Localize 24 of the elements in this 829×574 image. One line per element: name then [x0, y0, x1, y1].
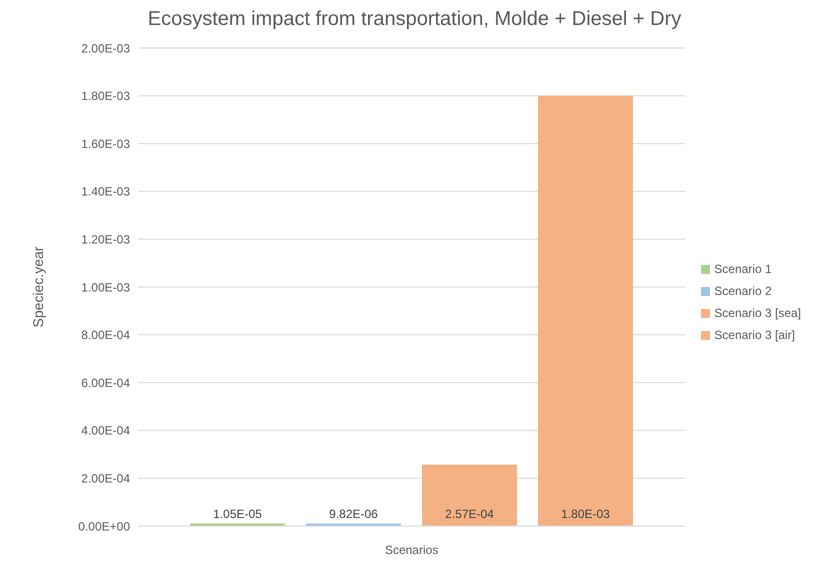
y-tick-label: 2.00E-04 [81, 471, 130, 486]
y-tick-label: 1.00E-03 [81, 280, 130, 294]
chart-title: Ecosystem impact from transportation, Molde + Diesel + Dry [146, 8, 682, 32]
y-tick-label: 8.00E-04 [81, 328, 130, 342]
legend-label: Scenario 3 [air] [714, 328, 795, 342]
y-tick-label: 1.80E-03 [81, 89, 130, 104]
bar [422, 464, 517, 526]
data-label: 1.80E-03 [561, 507, 610, 521]
y-tick-label: 1.20E-03 [81, 232, 130, 246]
y-tick-label: 2.00E-03 [81, 41, 130, 56]
legend-label: Scenario 2 [714, 284, 772, 298]
x-axis-title: Scenarios [384, 543, 438, 557]
y-tick-label: 1.60E-03 [81, 136, 130, 151]
y-tick-label: 0.00E+00 [78, 519, 130, 534]
bar [538, 96, 633, 526]
data-label: 1.05E-05 [213, 507, 262, 521]
y-tick-label: 1.40E-03 [81, 184, 130, 199]
legend-label: Scenario 1 [714, 262, 772, 276]
y-tick-label: 4.00E-04 [81, 424, 130, 438]
data-label: 9.82E-06 [329, 507, 378, 521]
data-label: 2.57E-04 [445, 507, 494, 521]
y-axis-title: Speciec.year [30, 246, 46, 328]
y-tick-label: 6.00E-04 [81, 376, 130, 390]
legend-label: Scenario 3 [sea] [714, 306, 801, 320]
